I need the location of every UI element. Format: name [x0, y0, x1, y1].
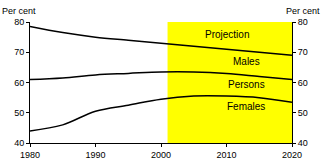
- svg-text:70: 70: [298, 47, 308, 57]
- svg-text:Projection: Projection: [205, 29, 249, 40]
- svg-text:50: 50: [14, 108, 24, 118]
- svg-text:Females: Females: [227, 101, 265, 112]
- svg-text:Per cent: Per cent: [286, 6, 320, 16]
- svg-text:2020: 2020: [282, 150, 302, 160]
- svg-text:Per cent: Per cent: [2, 6, 36, 16]
- svg-text:70: 70: [14, 47, 24, 57]
- svg-text:60: 60: [14, 78, 24, 88]
- svg-text:Males: Males: [233, 56, 260, 67]
- svg-text:Persons: Persons: [228, 79, 265, 90]
- svg-text:1980: 1980: [20, 150, 40, 160]
- svg-text:1990: 1990: [85, 150, 105, 160]
- svg-text:2010: 2010: [216, 150, 236, 160]
- svg-text:80: 80: [14, 17, 24, 27]
- svg-text:40: 40: [14, 138, 24, 148]
- svg-text:40: 40: [298, 138, 308, 148]
- svg-text:2000: 2000: [151, 150, 171, 160]
- svg-text:50: 50: [298, 108, 308, 118]
- svg-text:60: 60: [298, 78, 308, 88]
- svg-text:80: 80: [298, 17, 308, 27]
